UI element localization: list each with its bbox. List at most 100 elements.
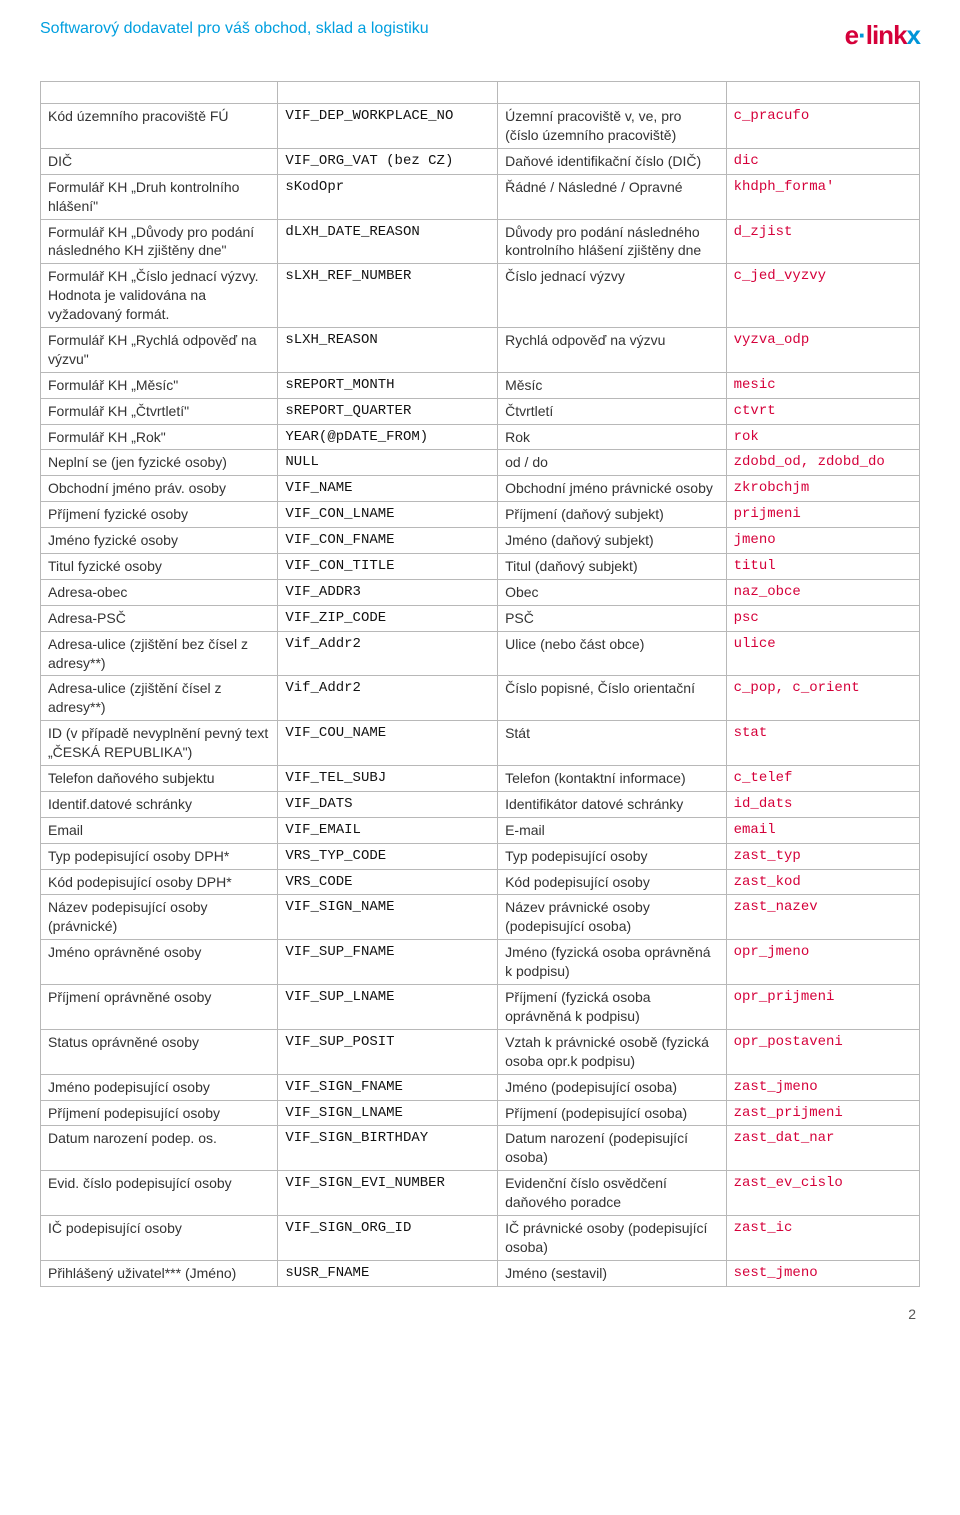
col-c1: Formulář KH „Číslo jednací výzvy. Hodnot…: [41, 264, 278, 328]
col-c2: VIF_SIGN_FNAME: [278, 1074, 498, 1100]
col-c4: zast_ev_cislo: [726, 1171, 919, 1216]
col-c1: Jméno oprávněné osoby: [41, 940, 278, 985]
empty-cell: [41, 82, 278, 104]
col-c2: NULL: [278, 450, 498, 476]
col-c4: dic: [726, 148, 919, 174]
col-c4: c_jed_vyzvy: [726, 264, 919, 328]
mapping-table: Kód územního pracoviště FÚVIF_DEP_WORKPL…: [40, 81, 920, 1287]
col-c1: Identif.datové schránky: [41, 791, 278, 817]
empty-cell: [278, 82, 498, 104]
table-row: Identif.datové schránkyVIF_DATSIdentifik…: [41, 791, 920, 817]
table-row: [41, 82, 920, 104]
header-tagline: Softwarový dodavatel pro váš obchod, skl…: [40, 18, 429, 40]
table-row: Formulář KH „Měsíc"sREPORT_MONTHMěsícmes…: [41, 372, 920, 398]
col-c1: Jméno podepisující osoby: [41, 1074, 278, 1100]
table-row: Formulář KH „Rok"YEAR(@pDATE_FROM)Rokrok: [41, 424, 920, 450]
table-row: Příjmení oprávněné osobyVIF_SUP_LNAMEPří…: [41, 985, 920, 1030]
col-c4: zast_ic: [726, 1215, 919, 1260]
col-c1: Adresa-ulice (zjištění čísel z adresy**): [41, 676, 278, 721]
col-c2: Vif_Addr2: [278, 631, 498, 676]
col-c2: VIF_COU_NAME: [278, 721, 498, 766]
table-row: Formulář KH „Druh kontrolního hlášení"sK…: [41, 174, 920, 219]
col-c4: psc: [726, 605, 919, 631]
col-c1: Formulář KH „Rychlá odpověď na výzvu": [41, 328, 278, 373]
logo: e·linkx: [845, 18, 920, 53]
logo-dot: ·: [858, 18, 866, 53]
col-c3: Daňové identifikační číslo (DIČ): [498, 148, 727, 174]
col-c4: vyzva_odp: [726, 328, 919, 373]
col-c2: Vif_Addr2: [278, 676, 498, 721]
col-c3: Čtvrtletí: [498, 398, 727, 424]
col-c4: ulice: [726, 631, 919, 676]
table-row: Formulář KH „Důvody pro podání následnéh…: [41, 219, 920, 264]
col-c4: zkrobchjm: [726, 476, 919, 502]
col-c1: Jméno fyzické osoby: [41, 528, 278, 554]
table-row: Titul fyzické osobyVIF_CON_TITLETitul (d…: [41, 554, 920, 580]
col-c4: id_dats: [726, 791, 919, 817]
col-c3: Číslo jednací výzvy: [498, 264, 727, 328]
table-row: Formulář KH „Číslo jednací výzvy. Hodnot…: [41, 264, 920, 328]
col-c2: VIF_TEL_SUBJ: [278, 766, 498, 792]
col-c2: VIF_SUP_FNAME: [278, 940, 498, 985]
col-c1: ID (v případě nevyplnění pevný text „ČES…: [41, 721, 278, 766]
table-row: DIČVIF_ORG_VAT (bez CZ)Daňové identifika…: [41, 148, 920, 174]
col-c3: IČ právnické osoby (podepisující osoba): [498, 1215, 727, 1260]
col-c3: Evidenční číslo osvědčení daňového porad…: [498, 1171, 727, 1216]
col-c1: Typ podepisující osoby DPH*: [41, 843, 278, 869]
col-c3: Titul (daňový subjekt): [498, 554, 727, 580]
col-c1: Datum narození podep. os.: [41, 1126, 278, 1171]
col-c2: VIF_SIGN_BIRTHDAY: [278, 1126, 498, 1171]
col-c2: sUSR_FNAME: [278, 1260, 498, 1286]
table-row: Příjmení podepisující osobyVIF_SIGN_LNAM…: [41, 1100, 920, 1126]
col-c3: Číslo popisné, Číslo orientační: [498, 676, 727, 721]
col-c4: opr_jmeno: [726, 940, 919, 985]
col-c2: VIF_ZIP_CODE: [278, 605, 498, 631]
table-row: Příjmení fyzické osobyVIF_CON_LNAMEPříjm…: [41, 502, 920, 528]
col-c3: od / do: [498, 450, 727, 476]
col-c2: VIF_CON_LNAME: [278, 502, 498, 528]
col-c3: Datum narození (podepisující osoba): [498, 1126, 727, 1171]
col-c1: IČ podepisující osoby: [41, 1215, 278, 1260]
empty-cell: [498, 82, 727, 104]
col-c3: Kód podepisující osoby: [498, 869, 727, 895]
col-c4: titul: [726, 554, 919, 580]
col-c4: prijmeni: [726, 502, 919, 528]
col-c2: VIF_SIGN_ORG_ID: [278, 1215, 498, 1260]
col-c2: VIF_ORG_VAT (bez CZ): [278, 148, 498, 174]
col-c3: Vztah k právnické osobě (fyzická osoba o…: [498, 1029, 727, 1074]
col-c1: Adresa-obec: [41, 579, 278, 605]
table-row: Telefon daňového subjektuVIF_TEL_SUBJTel…: [41, 766, 920, 792]
col-c4: email: [726, 817, 919, 843]
table-row: ID (v případě nevyplnění pevný text „ČES…: [41, 721, 920, 766]
table-row: Status oprávněné osobyVIF_SUP_POSITVztah…: [41, 1029, 920, 1074]
col-c3: Řádné / Následné / Opravné: [498, 174, 727, 219]
col-c1: Adresa-ulice (zjištění bez čísel z adres…: [41, 631, 278, 676]
col-c4: zast_dat_nar: [726, 1126, 919, 1171]
table-row: Přihlášený uživatel*** (Jméno)sUSR_FNAME…: [41, 1260, 920, 1286]
col-c2: sKodOpr: [278, 174, 498, 219]
col-c2: VRS_CODE: [278, 869, 498, 895]
table-row: Jméno oprávněné osobyVIF_SUP_FNAMEJméno …: [41, 940, 920, 985]
col-c2: VIF_DEP_WORKPLACE_NO: [278, 104, 498, 149]
col-c1: Příjmení podepisující osoby: [41, 1100, 278, 1126]
table-row: EmailVIF_EMAILE-mailemail: [41, 817, 920, 843]
col-c3: Jméno (podepisující osoba): [498, 1074, 727, 1100]
col-c1: Kód podepisující osoby DPH*: [41, 869, 278, 895]
logo-e: e: [845, 18, 858, 53]
table-row: Kód podepisující osoby DPH*VRS_CODEKód p…: [41, 869, 920, 895]
col-c3: Telefon (kontaktní informace): [498, 766, 727, 792]
col-c3: Příjmení (daňový subjekt): [498, 502, 727, 528]
col-c4: c_pracufo: [726, 104, 919, 149]
page-number: 2: [40, 1305, 920, 1324]
logo-x: x: [907, 18, 920, 53]
col-c2: VRS_TYP_CODE: [278, 843, 498, 869]
col-c3: Obec: [498, 579, 727, 605]
col-c1: Přihlášený uživatel*** (Jméno): [41, 1260, 278, 1286]
col-c4: khdph_forma': [726, 174, 919, 219]
table-row: Jméno podepisující osobyVIF_SIGN_FNAMEJm…: [41, 1074, 920, 1100]
col-c2: sLXH_REF_NUMBER: [278, 264, 498, 328]
col-c4: d_zjist: [726, 219, 919, 264]
col-c3: Jméno (fyzická osoba oprávněná k podpisu…: [498, 940, 727, 985]
col-c1: Obchodní jméno práv. osoby: [41, 476, 278, 502]
table-row: Název podepisující osoby (právnické)VIF_…: [41, 895, 920, 940]
